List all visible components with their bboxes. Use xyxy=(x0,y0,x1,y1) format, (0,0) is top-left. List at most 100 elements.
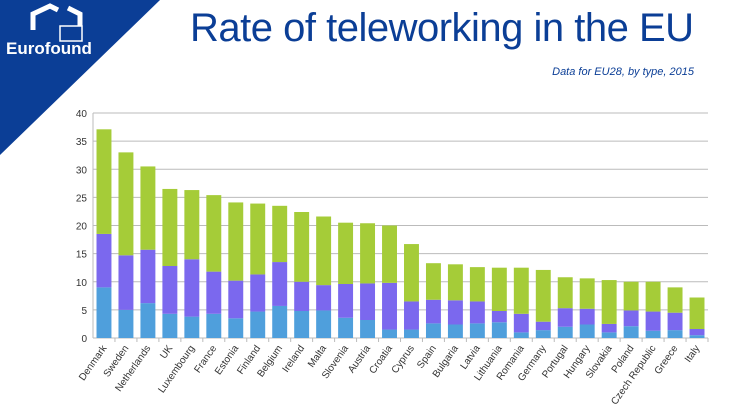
bar-segment-3 xyxy=(469,267,485,302)
bar-segment-1 xyxy=(667,330,683,338)
bar-segment-1 xyxy=(447,324,463,338)
bar-segment-1 xyxy=(535,330,551,338)
bar-segment-1 xyxy=(228,318,244,338)
bar-segment-2 xyxy=(425,299,441,324)
x-tick-label: Denmark xyxy=(77,343,110,383)
bar-segment-3 xyxy=(535,269,551,322)
bar-segment-2 xyxy=(623,310,639,327)
x-tick-label: Cyprus xyxy=(390,343,417,375)
y-tick-label: 40 xyxy=(76,109,88,120)
bar-segment-3 xyxy=(382,225,397,283)
bar-segment-2 xyxy=(689,329,705,336)
bar-segment-2 xyxy=(96,233,112,288)
bar-segment-2 xyxy=(118,255,134,310)
y-tick-label: 35 xyxy=(76,137,88,148)
chart-subtitle: Data for EU28, by type, 2015 xyxy=(552,66,694,78)
bar-segment-1 xyxy=(404,329,419,338)
bar-segment-2 xyxy=(535,321,551,331)
bar-segment-3 xyxy=(447,264,463,301)
bar-segment-1 xyxy=(689,335,705,338)
bar-segment-2 xyxy=(228,280,244,319)
bar-segment-3 xyxy=(338,222,354,284)
bar-segment-3 xyxy=(601,280,617,324)
bar-segment-2 xyxy=(360,283,376,320)
bar-segment-2 xyxy=(601,323,617,333)
bar-segment-3 xyxy=(250,203,266,275)
bar-segment-3 xyxy=(316,216,332,286)
bar-segment-3 xyxy=(360,223,376,284)
y-tick-label: 15 xyxy=(76,250,88,261)
bar-segment-1 xyxy=(469,323,485,338)
y-tick-label: 5 xyxy=(81,306,87,317)
bar-segment-3 xyxy=(404,244,419,302)
brand-name: Eurofound xyxy=(6,39,92,58)
x-tick-label: Italy xyxy=(683,343,703,364)
bar-segment-3 xyxy=(272,205,288,263)
bar-segment-3 xyxy=(645,281,661,312)
y-tick-label: 10 xyxy=(76,278,88,289)
bar-segment-2 xyxy=(294,281,310,311)
bar-segment-3 xyxy=(162,188,178,266)
bar-segment-1 xyxy=(513,332,529,338)
y-tick-label: 30 xyxy=(76,165,88,176)
bar-segment-2 xyxy=(206,271,222,314)
bar-segment-3 xyxy=(491,267,507,311)
bar-segment-1 xyxy=(118,309,134,338)
bar-segment-1 xyxy=(645,330,661,338)
y-tick-label: 0 xyxy=(81,334,87,345)
bar-segment-2 xyxy=(338,284,354,318)
bar-segment-2 xyxy=(250,274,266,312)
bar-segment-1 xyxy=(316,310,332,338)
bar-segment-1 xyxy=(162,313,178,338)
eurofound-logo-icon xyxy=(30,3,83,42)
bar-segment-3 xyxy=(667,287,683,313)
bar-segment-1 xyxy=(360,320,376,338)
bar-segment-2 xyxy=(162,266,178,314)
bar-segment-2 xyxy=(645,311,661,331)
x-tick-label: Greece xyxy=(653,343,681,377)
bar-segment-1 xyxy=(96,287,112,338)
y-tick-label: 25 xyxy=(76,193,88,204)
bar-segment-2 xyxy=(513,313,529,333)
bar-segment-3 xyxy=(579,278,595,309)
bar-segment-3 xyxy=(425,263,441,300)
bar-segment-2 xyxy=(557,308,573,327)
bar-segment-1 xyxy=(382,329,397,338)
bar-segment-1 xyxy=(206,313,222,338)
bar-segment-1 xyxy=(557,326,573,338)
bar-segment-2 xyxy=(316,285,332,311)
bar-segment-3 xyxy=(118,152,134,256)
bar-segment-1 xyxy=(338,317,354,338)
bar-segment-2 xyxy=(404,301,419,330)
x-tick-label: UK xyxy=(158,343,175,361)
bar-segment-2 xyxy=(272,262,288,306)
bar-segment-1 xyxy=(623,326,639,338)
bar-segment-2 xyxy=(184,259,200,317)
bar-segment-3 xyxy=(623,281,639,311)
x-tick-label: Ireland xyxy=(281,343,308,374)
bar-segment-2 xyxy=(382,282,397,330)
bar-segment-3 xyxy=(206,195,222,272)
bar-segment-3 xyxy=(96,129,112,234)
bar-segment-3 xyxy=(228,202,244,281)
bar-segment-1 xyxy=(491,322,507,338)
bar-segment-1 xyxy=(425,323,441,338)
bar-segment-1 xyxy=(294,311,310,338)
bar-segment-3 xyxy=(513,267,529,314)
bar-segment-3 xyxy=(557,277,573,309)
bar-segment-1 xyxy=(579,324,595,338)
bar-segment-3 xyxy=(294,212,310,282)
bar-segment-3 xyxy=(184,190,200,260)
bar-segment-3 xyxy=(140,166,156,250)
bar-segment-2 xyxy=(491,311,507,323)
bar-segment-2 xyxy=(667,312,683,331)
y-tick-label: 20 xyxy=(76,222,88,233)
bar-segment-2 xyxy=(447,300,463,325)
bar-segment-1 xyxy=(272,305,288,338)
bar-segment-1 xyxy=(250,311,266,338)
bar-segment-1 xyxy=(184,316,200,338)
bar-segment-3 xyxy=(689,297,705,329)
page-title: Rate of teleworking in the EU xyxy=(190,6,694,50)
brand-corner xyxy=(0,0,160,155)
